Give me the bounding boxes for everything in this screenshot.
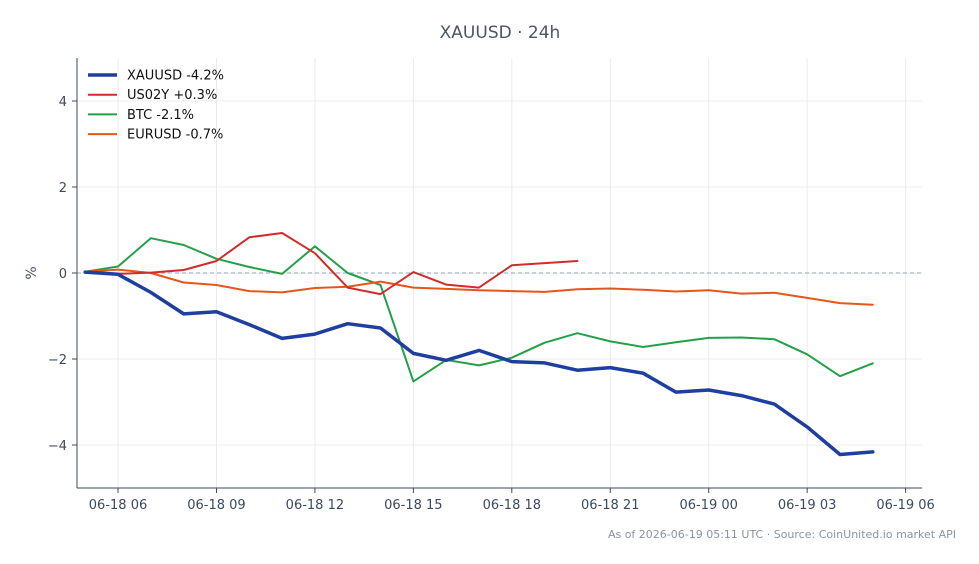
y-axis-label: %: [24, 266, 40, 279]
x-tick-label: 06-18 15: [384, 498, 442, 513]
legend-label: EURUSD -0.7%: [127, 128, 223, 143]
y-tick-label: 4: [59, 95, 67, 110]
y-tick-label: −4: [48, 439, 67, 454]
x-tick-label: 06-19 06: [876, 498, 934, 513]
legend-label: US02Y +0.3%: [127, 88, 217, 103]
series-line-xauusd: [83, 270, 875, 457]
x-tick-label: 06-19 00: [679, 498, 737, 513]
series-line-us02y: [84, 232, 579, 296]
y-tick-label: 0: [59, 267, 67, 282]
legend-label: XAUUSD -4.2%: [127, 69, 224, 84]
legend-label: BTC -2.1%: [127, 108, 194, 123]
chart-title: XAUUSD · 24h: [440, 23, 561, 43]
legend: XAUUSD -4.2% US02Y +0.3% BTC -2.1% EURUSD -…: [88, 69, 224, 143]
axes: 06-18 06 06-18 09 06-18 12 06-18 15 06-18 18…: [48, 58, 935, 513]
y-tick-label: −2: [48, 353, 67, 368]
series-lines: [83, 232, 875, 457]
series-line-eurusd: [84, 268, 874, 306]
x-tick-label: 06-19 03: [778, 498, 836, 513]
series-line-btc: [84, 237, 874, 383]
y-tick-label: 2: [59, 181, 67, 196]
x-tick-label: 06-18 09: [187, 498, 245, 513]
x-tick-label: 06-18 12: [286, 498, 344, 513]
x-tick-label: 06-18 18: [483, 498, 541, 513]
footnote: As of 2026-06-19 05:11 UTC · Source: Coi…: [608, 528, 956, 541]
x-tick-label: 06-18 06: [89, 498, 147, 513]
x-tick-label: 06-18 21: [581, 498, 639, 513]
